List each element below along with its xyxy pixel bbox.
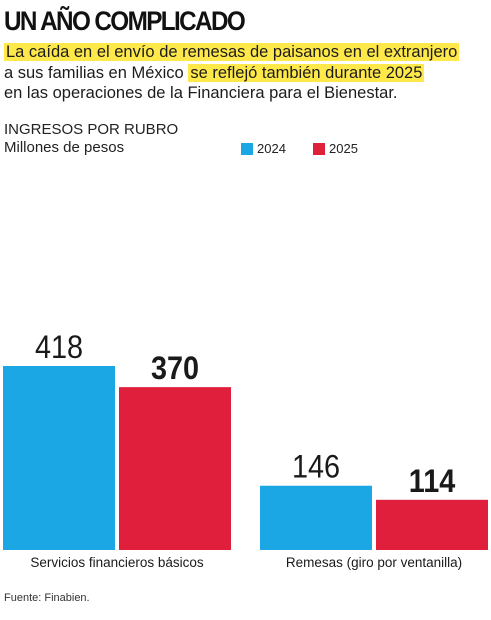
data-label-2024-1: 418 — [35, 330, 83, 366]
data-label-2025-2: 114 — [409, 463, 456, 499]
legend-swatch-2025 — [313, 142, 325, 155]
bar-2025-2 — [376, 499, 488, 550]
category-label-1: Servicios financieros básicos — [30, 555, 204, 570]
bar-chart: 418 370 Servicios financieros básicos 146 11… — [3, 330, 488, 570]
bar-2025-1 — [119, 387, 231, 550]
data-label-2024-2: 146 — [292, 449, 340, 485]
intro-highlight-1: La caída en el envío de remesas de paisa… — [4, 43, 460, 61]
chart-title: INGRESOS POR RUBRO — [4, 121, 179, 138]
page-title: UN AÑO COMPLICADO — [4, 6, 246, 36]
intro-plain-2: en las operaciones de la Financiera para… — [4, 84, 398, 102]
intro-plain-1: a sus familias en México — [4, 63, 184, 82]
source-note: Fuente: Finabien. — [4, 592, 90, 604]
legend-swatch-2024 — [241, 142, 253, 155]
legend-label-2024: 2024 — [257, 141, 286, 156]
bar-2024-2 — [260, 485, 372, 550]
intro-highlight-2: se reflejó también durante 2025 — [188, 63, 425, 82]
y-axis-label: Millones de pesos — [4, 139, 125, 156]
bar-2024-1 — [3, 366, 115, 550]
data-label-2025-1: 370 — [151, 351, 199, 387]
intro-text: La caída en el envío de remesas de paisa… — [4, 42, 484, 104]
legend-item-2024: 2024 — [241, 141, 286, 156]
legend-item-2025: 2025 — [313, 141, 358, 156]
category-label-2: Remesas (giro por ventanilla) — [286, 555, 462, 570]
legend-label-2025: 2025 — [329, 141, 358, 156]
